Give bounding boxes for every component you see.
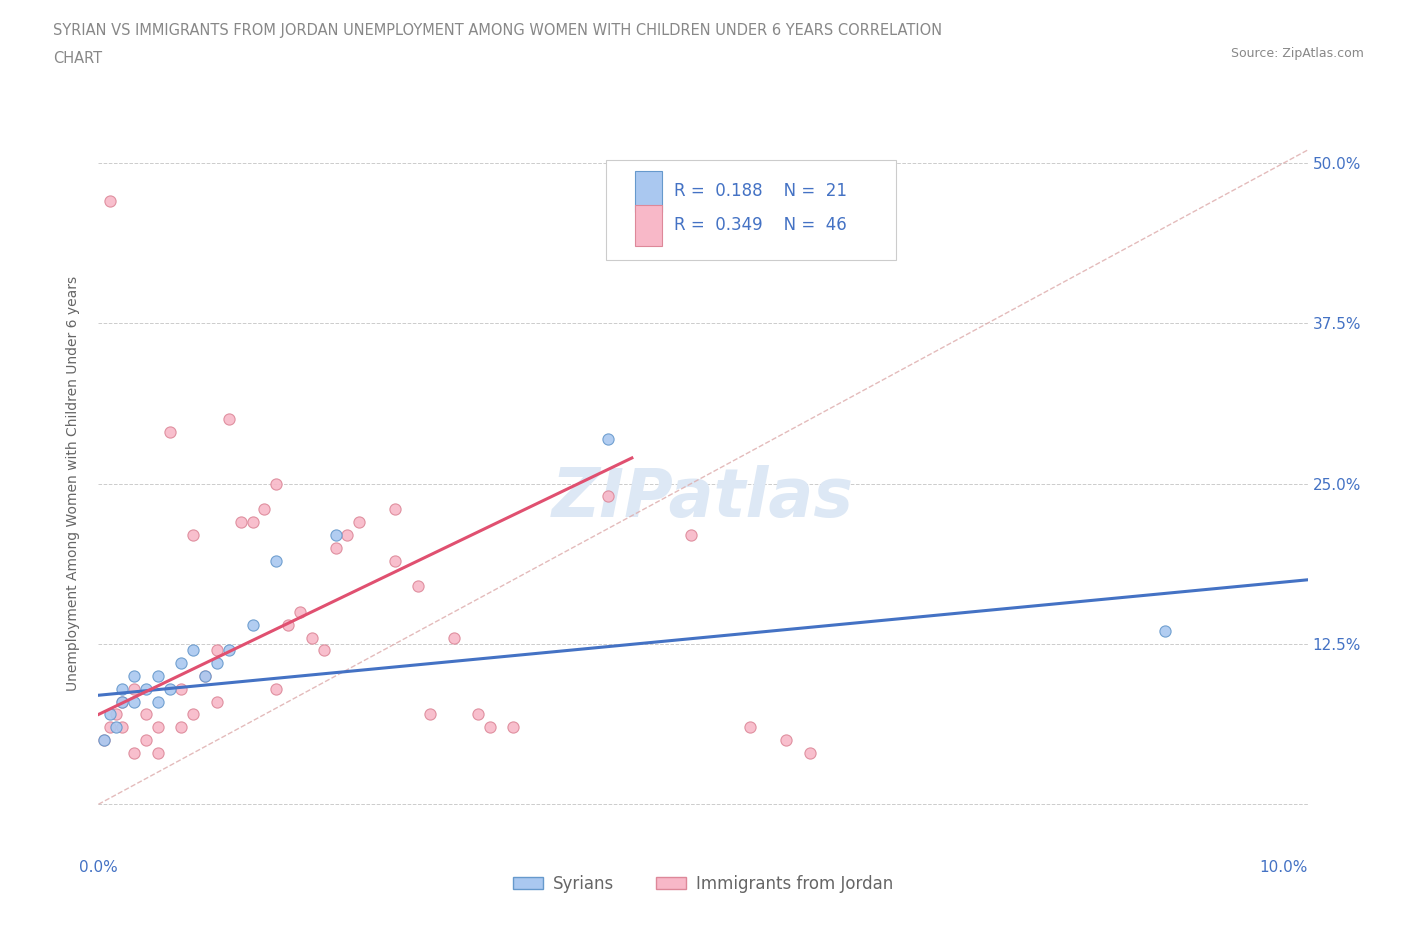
Point	[681, 527, 703, 542]
Point	[325, 527, 347, 542]
Point	[408, 578, 430, 593]
Point	[93, 733, 115, 748]
Point	[111, 694, 134, 709]
Point	[181, 643, 204, 658]
Point	[740, 720, 762, 735]
Point	[181, 527, 204, 542]
Point	[181, 707, 204, 722]
Point	[253, 502, 276, 517]
Point	[205, 656, 228, 671]
Text: CHART: CHART	[53, 51, 103, 66]
Point	[598, 432, 620, 446]
Point	[301, 631, 323, 645]
Point	[1154, 624, 1177, 639]
Point	[122, 669, 145, 684]
Text: ZIPatlas: ZIPatlas	[553, 466, 853, 531]
Point	[384, 502, 406, 517]
Point	[467, 707, 489, 722]
Text: R =  0.349    N =  46: R = 0.349 N = 46	[673, 216, 846, 233]
Point	[122, 682, 145, 697]
Point	[443, 631, 465, 645]
Point	[502, 720, 524, 735]
Point	[218, 412, 240, 427]
Point	[325, 540, 347, 555]
Legend: Syrians, Immigrants from Jordan: Syrians, Immigrants from Jordan	[506, 868, 900, 899]
Point	[288, 604, 311, 619]
Point	[170, 656, 193, 671]
Point	[135, 733, 157, 748]
Point	[598, 489, 620, 504]
Point	[194, 669, 217, 684]
Point	[146, 746, 169, 761]
Point	[312, 643, 335, 658]
Y-axis label: Unemployment Among Women with Children Under 6 years: Unemployment Among Women with Children U…	[66, 276, 80, 691]
FancyBboxPatch shape	[636, 205, 662, 246]
Point	[347, 514, 370, 529]
Point	[98, 707, 121, 722]
Point	[122, 746, 145, 761]
Point	[98, 720, 121, 735]
Point	[159, 425, 181, 440]
Point	[98, 194, 121, 209]
Point	[419, 707, 441, 722]
Point	[135, 682, 157, 697]
FancyBboxPatch shape	[606, 160, 897, 260]
Point	[105, 720, 128, 735]
Point	[264, 553, 287, 568]
Point	[229, 514, 252, 529]
Point	[264, 682, 287, 697]
Point	[105, 707, 128, 722]
Point	[170, 720, 193, 735]
Text: R =  0.188    N =  21: R = 0.188 N = 21	[673, 182, 846, 200]
Point	[111, 720, 134, 735]
Point	[122, 694, 145, 709]
Point	[242, 618, 264, 632]
Text: Source: ZipAtlas.com: Source: ZipAtlas.com	[1230, 46, 1364, 60]
Point	[111, 682, 134, 697]
Point	[93, 733, 115, 748]
Point	[775, 733, 797, 748]
Point	[194, 669, 217, 684]
Point	[159, 682, 181, 697]
Point	[242, 514, 264, 529]
Point	[336, 527, 359, 542]
Point	[170, 682, 193, 697]
Point	[205, 643, 228, 658]
FancyBboxPatch shape	[636, 171, 662, 212]
Point	[205, 694, 228, 709]
Point	[478, 720, 501, 735]
Point	[146, 694, 169, 709]
Point	[384, 553, 406, 568]
Point	[146, 720, 169, 735]
Point	[799, 746, 821, 761]
Text: SYRIAN VS IMMIGRANTS FROM JORDAN UNEMPLOYMENT AMONG WOMEN WITH CHILDREN UNDER 6 : SYRIAN VS IMMIGRANTS FROM JORDAN UNEMPLO…	[53, 23, 942, 38]
Point	[264, 476, 287, 491]
Point	[111, 694, 134, 709]
Point	[218, 643, 240, 658]
Point	[135, 707, 157, 722]
Point	[277, 618, 299, 632]
Point	[146, 669, 169, 684]
